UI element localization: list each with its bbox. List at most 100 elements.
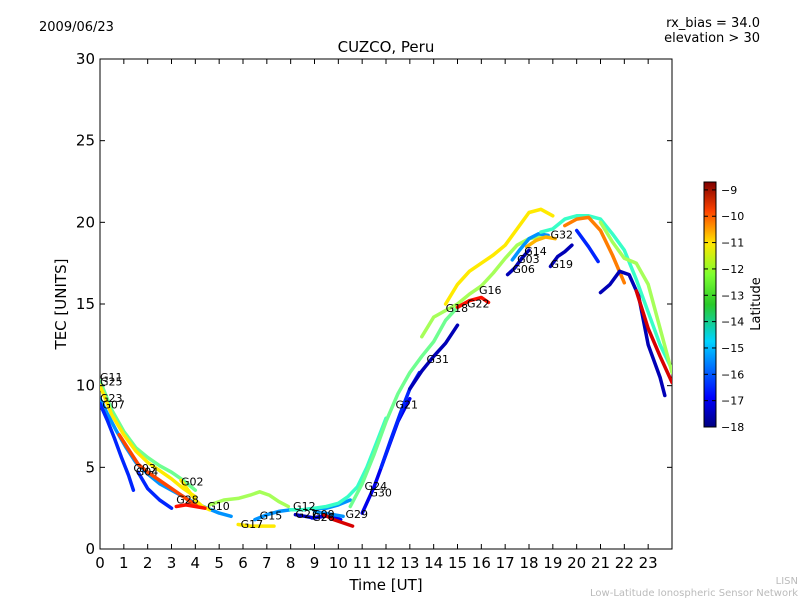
colorbar-label: Latitude [749, 277, 764, 331]
x-tick-label: 21 [591, 554, 610, 572]
x-tick-label: 22 [615, 554, 634, 572]
tec-track-g19 [548, 243, 574, 269]
sat-label: G31 [427, 353, 450, 366]
tec-track-g06 [505, 248, 531, 277]
tec-track-gx2 [574, 228, 600, 264]
sat-label: G30 [369, 487, 392, 500]
colorbar-tick-label: −10 [721, 210, 744, 223]
y-tick-label: 20 [76, 213, 95, 231]
x-tick-label: 16 [472, 554, 491, 572]
tec-track-g11 [100, 379, 198, 492]
tec-track-g22 [455, 295, 491, 310]
sat-label: G32 [550, 229, 573, 242]
tec-track-g04 [117, 432, 200, 509]
sat-label: G21 [396, 399, 419, 412]
x-tick-label: 5 [214, 554, 224, 572]
colorbar [703, 181, 717, 428]
x-tick-label: 6 [238, 554, 248, 572]
tec-track-g24 [348, 298, 472, 509]
tec-track-g07 [100, 401, 136, 492]
colorbar-tick-label: −11 [721, 237, 744, 250]
y-tick-label: 0 [85, 540, 95, 558]
sat-label: G03 [133, 462, 156, 475]
x-tick-label: 19 [543, 554, 562, 572]
tec-track-g26 [312, 509, 345, 519]
sat-label: G22 [467, 297, 490, 310]
sat-label: G29 [345, 508, 368, 521]
x-axis-label: Time [UT] [348, 576, 422, 594]
colorbar-tick-label: −17 [721, 395, 744, 408]
y-tick-label: 25 [76, 132, 95, 150]
sat-label: G17 [241, 518, 264, 531]
colorbar-tick-label: −9 [721, 184, 737, 197]
x-tick-label: 14 [424, 554, 443, 572]
x-tick-label: 8 [286, 554, 296, 572]
sat-label: G10 [207, 500, 230, 513]
plot-area [99, 58, 673, 550]
x-tick-label: 10 [329, 554, 348, 572]
tec-track-g17 [236, 522, 276, 528]
sat-label: G23 [100, 392, 123, 405]
sat-label: G16 [479, 284, 502, 297]
y-tick-label: 5 [85, 458, 95, 476]
x-tick-label: 17 [496, 554, 515, 572]
sat-label: G07 [102, 399, 125, 412]
sat-label: G09 [312, 508, 335, 521]
sat-label: G27 [295, 508, 318, 521]
colorbar-ticks: −9 −10 −11 −12 −13 −14 −15 −16 −17 −18 [704, 184, 744, 434]
tec-track-gx1 [563, 215, 627, 285]
tec-track-g29 [322, 512, 355, 528]
sat-label: G26 [312, 511, 335, 524]
tec-track-g28 [174, 503, 207, 510]
tec-track-gx3 [598, 269, 667, 398]
sat-label: G06 [512, 263, 535, 276]
tec-track-g31 [408, 323, 460, 391]
tec-track-g03b [510, 232, 550, 262]
x-tick-label: 15 [448, 554, 467, 572]
x-tick-label: 13 [400, 554, 419, 572]
x-tick-label: 3 [167, 554, 177, 572]
colorbar-tick-label: −14 [721, 316, 744, 329]
x-tick-label: 7 [262, 554, 272, 572]
tec-track-g03 [136, 470, 174, 510]
sat-label: G04 [136, 466, 159, 479]
tec-track-g12 [288, 416, 388, 512]
sat-label: G24 [365, 480, 388, 493]
tec-track-gx4 [598, 220, 672, 375]
sat-label: G11 [100, 371, 123, 384]
sat-label: G03 [517, 253, 540, 266]
y-axis-label: TEC [UNITS] [52, 259, 70, 351]
x-tick-label: 4 [191, 554, 201, 572]
date-label: 2009/06/23 [39, 20, 114, 35]
colorbar-tick-label: −15 [721, 342, 744, 355]
x-tick-label: 18 [519, 554, 538, 572]
sat-label: G19 [550, 258, 573, 271]
y-tick-label: 30 [76, 50, 95, 68]
x-tick-label: 23 [639, 554, 658, 572]
x-tick-label: 0 [95, 554, 105, 572]
chart-title: CUZCO, Peru [338, 38, 435, 56]
colorbar-tick-label: −12 [721, 263, 744, 276]
x-tick-label: 12 [376, 554, 395, 572]
colorbar-tick-label: −13 [721, 289, 744, 302]
sat-label: G25 [100, 376, 123, 389]
satellite-labels: G11G25G23G07G03G04G02G28G10G17G15G12G27G… [100, 229, 573, 531]
rx-bias-label: rx_bias = 34.0 [666, 16, 760, 31]
tec-track-g16 [443, 207, 555, 306]
tec-track-g18 [420, 235, 543, 339]
colorbar-tick-label: −18 [721, 421, 744, 434]
data-layer [100, 207, 672, 528]
x-tick-label: 1 [119, 554, 129, 572]
x-tick-label: 2 [143, 554, 153, 572]
credit-network: Low-Latitude Ionospheric Sensor Network [590, 588, 798, 599]
tec-track-g32 [539, 214, 672, 372]
sat-label: G14 [524, 245, 547, 258]
sat-label: G18 [446, 302, 469, 315]
tec-track-g10 [207, 490, 291, 509]
tec-track-g14 [524, 235, 557, 249]
colorbar-tick-label: −16 [721, 368, 744, 381]
sat-label: G02 [181, 475, 204, 488]
x-tick-label: 9 [310, 554, 320, 572]
x-tick-label: 20 [567, 554, 586, 572]
axes: 0 1 2 3 4 5 6 7 8 9 10 11 12 13 14 15 16 17 18 19 20 21 22 2305… [76, 50, 672, 572]
